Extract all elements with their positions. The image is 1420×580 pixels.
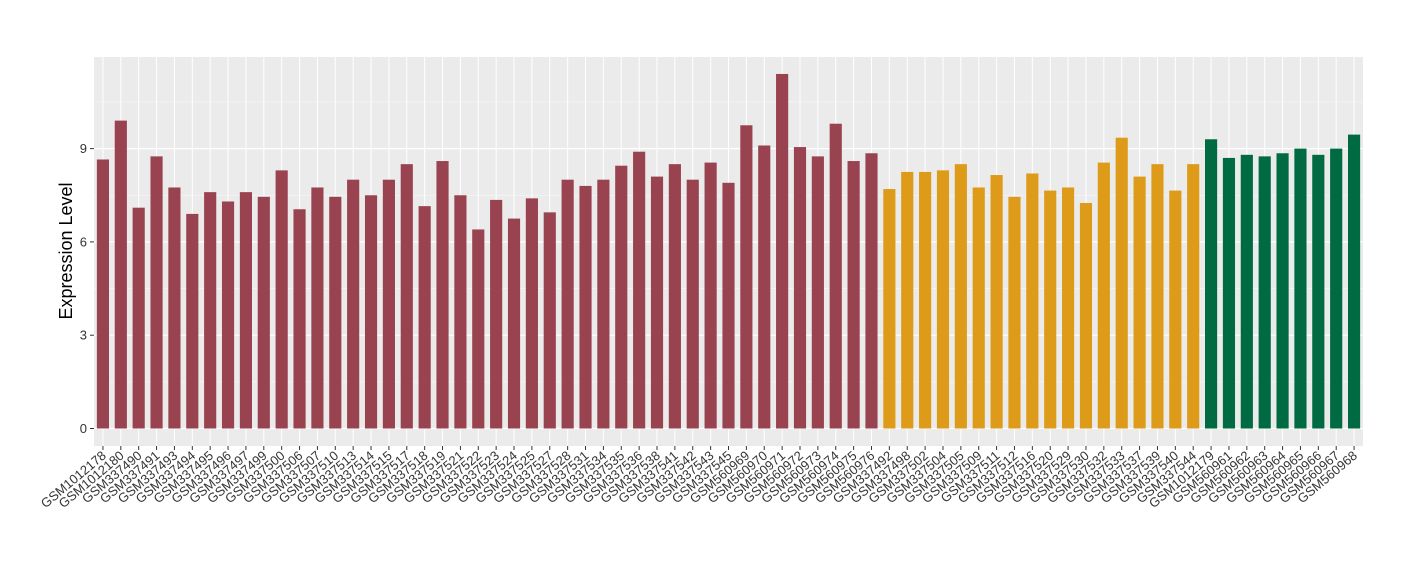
- bar-GSM337512: [1008, 196, 1021, 429]
- bar-GSM337510: [329, 196, 342, 429]
- bar-GSM337527: [543, 212, 556, 429]
- bar-GSM337498: [901, 171, 914, 429]
- bar-GSM337525: [525, 198, 538, 429]
- bar-GSM337538: [650, 176, 664, 429]
- bar-GSM337530: [1079, 203, 1093, 429]
- bar-GSM337495: [204, 192, 217, 429]
- bar-GSM560975: [847, 161, 860, 429]
- bar-GSM337523: [490, 199, 503, 429]
- bar-GSM337514: [364, 195, 378, 429]
- bar-GSM337528: [561, 179, 574, 429]
- bar-GSM337516: [1026, 173, 1039, 429]
- bar-GSM337532: [1097, 162, 1110, 429]
- bar-GSM337522: [472, 229, 485, 429]
- bar-GSM560965: [1294, 148, 1307, 429]
- x-axis: GSM1012178GSM1012180GSM337490GSM337491GS…: [38, 446, 1360, 511]
- bar-GSM337513: [347, 179, 360, 429]
- bar-GSM337517: [400, 164, 413, 429]
- bar-GSM337494: [186, 213, 199, 429]
- bar-GSM337497: [239, 192, 252, 429]
- bar-GSM337524: [507, 218, 521, 429]
- bar-GSM337537: [1133, 176, 1146, 429]
- bar-GSM337500: [275, 170, 288, 429]
- bar-GSM337499: [257, 196, 270, 429]
- bar-GSM337493: [168, 187, 181, 429]
- bar-GSM560967: [1330, 148, 1343, 429]
- bar-GSM337520: [1044, 190, 1057, 429]
- bar-GSM560970: [758, 145, 771, 429]
- bar-GSM337509: [972, 187, 985, 429]
- bars: [96, 73, 1361, 429]
- bar-GSM560961: [1222, 157, 1236, 429]
- bar-GSM337533: [1115, 137, 1128, 429]
- bar-GSM337507: [311, 187, 324, 429]
- bar-GSM1012180: [114, 120, 127, 429]
- bar-GSM337545: [722, 182, 735, 429]
- y-tick-label: 0: [80, 421, 87, 436]
- bar-GSM337491: [150, 156, 163, 429]
- bar-GSM560972: [793, 147, 807, 429]
- bar-GSM337534: [597, 179, 610, 429]
- bar-GSM1012178: [96, 159, 110, 429]
- bar-GSM337542: [686, 179, 699, 429]
- bar-GSM337496: [221, 201, 235, 429]
- bar-GSM1012179: [1205, 139, 1218, 429]
- bar-GSM560963: [1258, 156, 1271, 429]
- bar-GSM337531: [579, 185, 592, 429]
- bar-GSM337511: [990, 175, 1003, 429]
- bar-GSM337515: [382, 179, 395, 429]
- bar-GSM337502: [919, 171, 932, 429]
- y-axis-title: Expression Level: [56, 182, 76, 319]
- bar-GSM560962: [1240, 154, 1253, 429]
- bar-GSM560976: [865, 153, 878, 429]
- bar-GSM560969: [740, 125, 753, 429]
- bar-GSM560964: [1276, 153, 1289, 429]
- bar-GSM337492: [883, 189, 896, 429]
- bar-GSM337505: [954, 164, 967, 429]
- y-axis: 0 3 6 9: [80, 141, 94, 436]
- bar-GSM337539: [1151, 164, 1164, 429]
- y-tick-label: 6: [80, 234, 87, 249]
- bar-GSM337521: [454, 195, 467, 429]
- bar-GSM337535: [615, 165, 628, 429]
- y-tick-label: 3: [80, 328, 87, 343]
- bar-GSM337540: [1169, 190, 1182, 429]
- bar-GSM560971: [776, 73, 789, 429]
- bar-GSM560968: [1347, 134, 1361, 429]
- bar-GSM337541: [668, 164, 681, 429]
- bar-GSM337518: [418, 206, 431, 429]
- bar-GSM337490: [132, 207, 145, 429]
- bar-GSM337504: [936, 170, 950, 429]
- bar-GSM560966: [1312, 154, 1325, 429]
- bar-GSM337544: [1187, 164, 1200, 429]
- bar-GSM337506: [293, 209, 306, 429]
- y-tick-label: 9: [80, 141, 87, 156]
- bar-GSM337543: [704, 162, 717, 429]
- bar-GSM560973: [811, 156, 824, 429]
- bar-GSM337519: [436, 161, 449, 429]
- bar-GSM337536: [633, 151, 646, 429]
- bar-GSM560974: [829, 123, 842, 429]
- bar-GSM337529: [1062, 187, 1075, 429]
